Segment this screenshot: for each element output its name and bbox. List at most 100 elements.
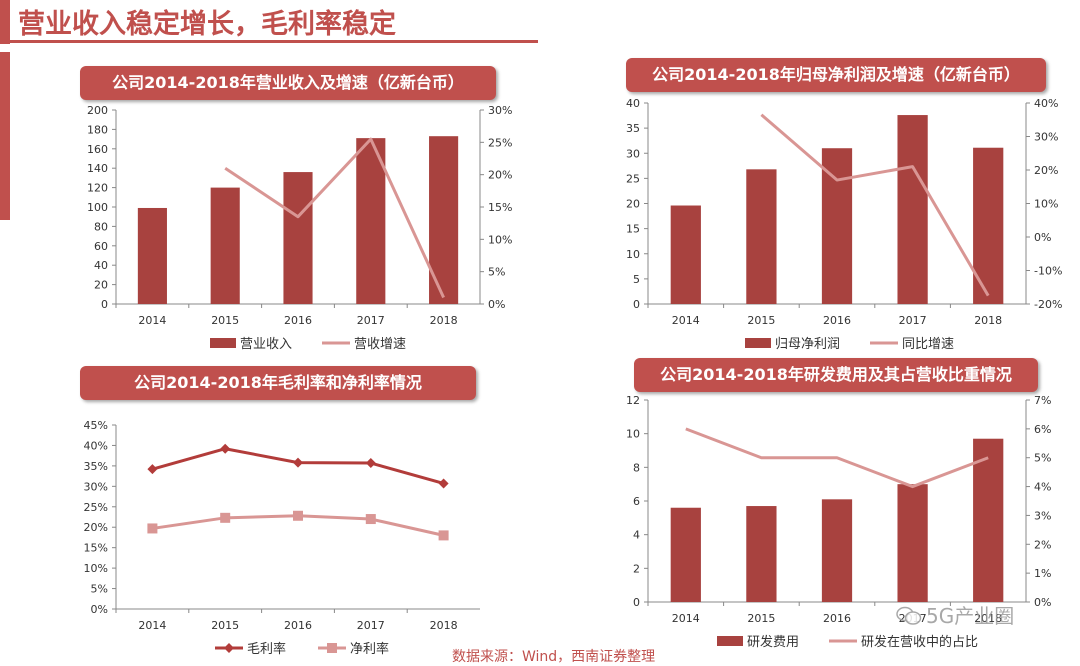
x-tick-label: 2018 (974, 612, 1002, 625)
series-line-1 (760, 113, 990, 297)
y-tick-label: 0 (633, 298, 640, 311)
y-tick-label: 35% (84, 460, 108, 473)
y-tick-label: 40 (94, 259, 108, 272)
legend-label: 研发在营收中的占比 (861, 634, 978, 650)
legend-label: 营业收入 (240, 337, 292, 352)
x-tick-label: 2014 (138, 619, 166, 632)
x-tick-label: 2014 (672, 314, 700, 327)
wechat-icon (896, 606, 922, 625)
legend-swatch-bar (717, 636, 743, 646)
legend-label: 归母净利润 (775, 337, 840, 352)
y-tick-label: 40% (84, 439, 108, 452)
x-tick-label: 2016 (823, 314, 851, 327)
point-marker (147, 464, 158, 475)
x-tick-label: 2015 (747, 612, 775, 625)
y-tick-label: 15 (626, 223, 640, 236)
y-tick-label: 180 (87, 123, 108, 136)
y-tick-label: 25 (626, 172, 640, 185)
y-tick-label: 0% (91, 603, 108, 616)
y2-tick-label: 4% (1034, 481, 1051, 494)
y-tick-label: 160 (87, 143, 108, 156)
point-marker (147, 523, 158, 534)
y-tick-label: 6 (633, 495, 640, 508)
y-tick-label: 10 (626, 248, 640, 261)
chart-title-net-profit: 公司2014-2018年归母净利润及增速（亿新台币） (626, 58, 1046, 92)
x-tick-label: 2018 (430, 619, 458, 632)
series-line-1 (685, 427, 989, 489)
legend-swatch-bar (210, 338, 236, 348)
x-tick-label: 2014 (672, 612, 700, 625)
y2-tick-label: -20% (1034, 298, 1062, 311)
legend-marker (224, 643, 234, 653)
legend-label: 营收增速 (354, 337, 406, 352)
y-tick-label: 15% (84, 542, 108, 555)
x-tick-label: 2015 (747, 314, 775, 327)
y2-tick-label: 2% (1034, 538, 1051, 551)
side-accent-stripe (0, 52, 10, 220)
x-tick-label: 2018 (974, 314, 1002, 327)
point-marker (293, 510, 303, 521)
x-tick-label: 2017 (357, 619, 385, 632)
y-tick-label: 80 (94, 220, 108, 233)
bar-2016 (283, 172, 313, 304)
y-tick-label: 30 (626, 147, 640, 160)
y-tick-label: 140 (87, 162, 108, 175)
bar-2017 (897, 484, 928, 602)
y2-tick-label: 10% (1034, 198, 1058, 211)
y-tick-label: 20 (94, 279, 108, 292)
x-tick-label: 2017 (899, 314, 927, 327)
bar-2016 (821, 148, 853, 304)
bar-2014 (670, 205, 701, 304)
y-tick-label: 12 (626, 394, 640, 407)
point-marker (438, 478, 449, 489)
y2-tick-label: 7% (1034, 394, 1051, 407)
watermark: 5G产业圈 (896, 600, 1014, 629)
bar-2016 (821, 499, 853, 602)
bar-2015 (210, 187, 240, 304)
bar-2015 (746, 169, 777, 304)
chart-title-rnd: 公司2014-2018年研发费用及其占营收比重情况 (634, 358, 1038, 392)
y2-tick-label: 0% (488, 298, 505, 311)
y-tick-label: 25% (84, 501, 108, 514)
y2-tick-label: 6% (1034, 423, 1051, 436)
legend-swatch-bar (745, 338, 771, 348)
y2-tick-label: 5% (1034, 452, 1051, 465)
page-header: 营业收入稳定增长，毛利率稳定 (0, 0, 540, 44)
bar-2017 (356, 138, 386, 304)
y2-tick-label: 0% (1034, 596, 1051, 609)
y-tick-label: 5 (633, 273, 640, 286)
y-tick-label: 20 (626, 198, 640, 211)
chart-title-revenue: 公司2014-2018年营业收入及增速（亿新台币） (80, 66, 496, 100)
y2-tick-label: 40% (1034, 97, 1058, 110)
legend-label: 研发费用 (747, 634, 799, 650)
x-tick-label: 2015 (211, 314, 239, 327)
y-tick-label: 2 (633, 562, 640, 575)
y-tick-label: 120 (87, 182, 108, 195)
point-marker (220, 512, 231, 523)
legend-label: 同比增速 (902, 337, 954, 352)
bar-2015 (746, 506, 777, 602)
x-tick-label: 2015 (211, 619, 239, 632)
y2-tick-label: 25% (488, 136, 512, 149)
y2-tick-label: 20% (1034, 164, 1058, 177)
point-marker (365, 458, 376, 469)
bar-2014 (137, 207, 167, 304)
point-marker (220, 443, 231, 454)
y-tick-label: 45% (84, 419, 108, 432)
x-tick-label: 2016 (823, 612, 851, 625)
y-tick-label: 5% (91, 583, 108, 596)
y-tick-label: 0 (633, 596, 640, 609)
y2-tick-label: 3% (1034, 509, 1051, 522)
y2-tick-label: 1% (1034, 567, 1051, 580)
legend-label: 净利率 (350, 641, 389, 657)
y2-tick-label: 30% (488, 104, 512, 117)
y2-tick-label: 0% (1034, 231, 1051, 244)
x-tick-label: 2014 (138, 314, 166, 327)
y-tick-label: 60 (94, 240, 108, 253)
y-tick-label: 10% (84, 562, 108, 575)
legend-marker (327, 643, 337, 653)
y-tick-label: 8 (633, 461, 640, 474)
y-tick-label: 30% (84, 480, 108, 493)
y-tick-label: 200 (87, 104, 108, 117)
